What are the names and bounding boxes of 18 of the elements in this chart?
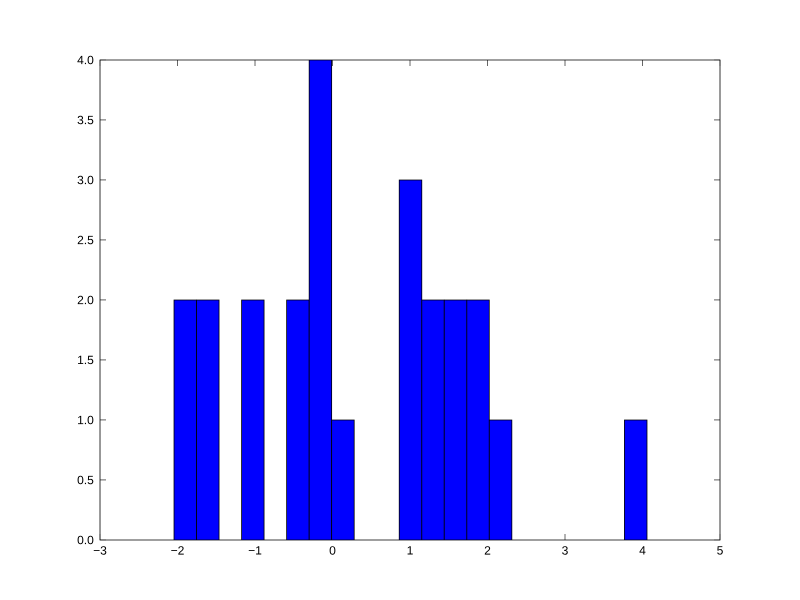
x-tick-label: −3: [94, 546, 106, 555]
x-tick-label: 5: [717, 546, 723, 555]
x-tick-label: 0: [330, 546, 336, 555]
y-tick-label: 2.0: [78, 296, 94, 304]
x-tick-label: 2: [484, 546, 490, 555]
x-tick-label: 3: [562, 546, 568, 555]
x-tick-label: −2: [171, 546, 184, 555]
y-tick-label: 4.0: [77, 56, 94, 64]
y-tick-label: 0.0: [78, 536, 94, 544]
y-tick-label: 3.5: [78, 116, 94, 124]
y-tick-label: 1.0: [78, 416, 94, 424]
x-tick-label: −1: [248, 546, 262, 554]
y-tick-label: 3.0: [78, 176, 94, 184]
x-tick-label: 4: [639, 546, 646, 554]
x-tick-label: 1: [408, 546, 413, 554]
y-tick-label: 1.5: [78, 356, 94, 364]
y-tick-label: 2.5: [78, 236, 94, 244]
y-tick-label: 0.5: [78, 476, 94, 484]
